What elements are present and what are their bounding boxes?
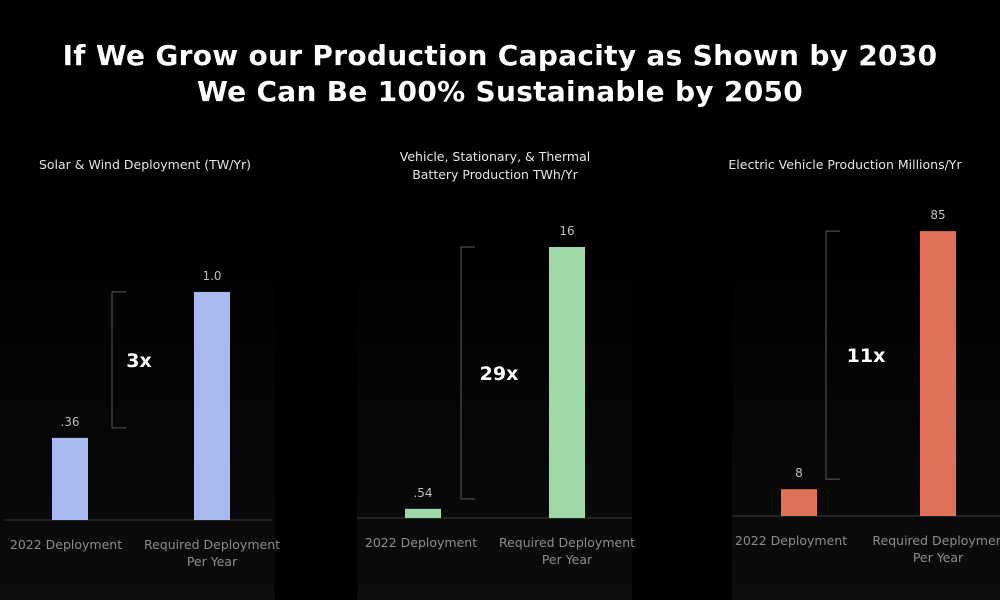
data-label: 16 xyxy=(559,224,574,238)
chart-title-line: Solar & Wind Deployment (TW/Yr) xyxy=(38,157,252,172)
category-label: Required Deployment xyxy=(499,535,635,550)
data-label: 8 xyxy=(795,466,803,480)
category-label: Per Year xyxy=(187,554,238,569)
slide-title: If We Grow our Production Capacity as Sh… xyxy=(0,38,1000,110)
multiplier-label: 11x xyxy=(847,345,886,367)
data-label: 1.0 xyxy=(202,269,221,283)
chart-panel-battery xyxy=(357,130,632,600)
chart-title-ev: Electric Vehicle Production Millions/Yr xyxy=(695,156,995,174)
multiplier-bracket xyxy=(460,246,475,500)
data-label: .54 xyxy=(413,486,432,500)
category-label: 2022 Deployment xyxy=(365,535,477,550)
bar-required xyxy=(920,231,956,517)
data-label: 85 xyxy=(930,208,945,222)
chart-title-line: Vehicle, Stationary, & Thermal xyxy=(399,149,591,164)
chart-title-battery: Vehicle, Stationary, & Thermal Battery P… xyxy=(345,148,645,184)
slide-title-line1: If We Grow our Production Capacity as Sh… xyxy=(62,39,938,72)
category-label: Required Deploymen xyxy=(872,533,1000,548)
bar-required xyxy=(549,247,585,518)
category-label: Required Deployment xyxy=(144,537,280,552)
bar-required xyxy=(194,291,230,520)
chart-title-line: Electric Vehicle Production Millions/Yr xyxy=(728,157,962,172)
multiplier-bracket xyxy=(825,230,840,480)
multiplier-label: 29x xyxy=(480,363,519,385)
chart-title-line: Battery Production TWh/Yr xyxy=(412,167,578,182)
chart-title-solar-wind: Solar & Wind Deployment (TW/Yr) xyxy=(0,156,295,174)
slide-title-line2: We Can Be 100% Sustainable by 2050 xyxy=(196,75,804,108)
bar-current xyxy=(781,489,817,516)
data-label: .36 xyxy=(60,415,79,429)
multiplier-bracket xyxy=(111,291,126,429)
category-label: Per Year xyxy=(542,552,593,567)
category-label: Per Year xyxy=(913,550,964,565)
category-label: 2022 Deployment xyxy=(10,537,122,552)
multiplier-label: 3x xyxy=(126,350,151,372)
category-label: 2022 Deployment xyxy=(735,533,847,548)
bar-current xyxy=(52,437,88,520)
bar-current xyxy=(405,508,441,518)
